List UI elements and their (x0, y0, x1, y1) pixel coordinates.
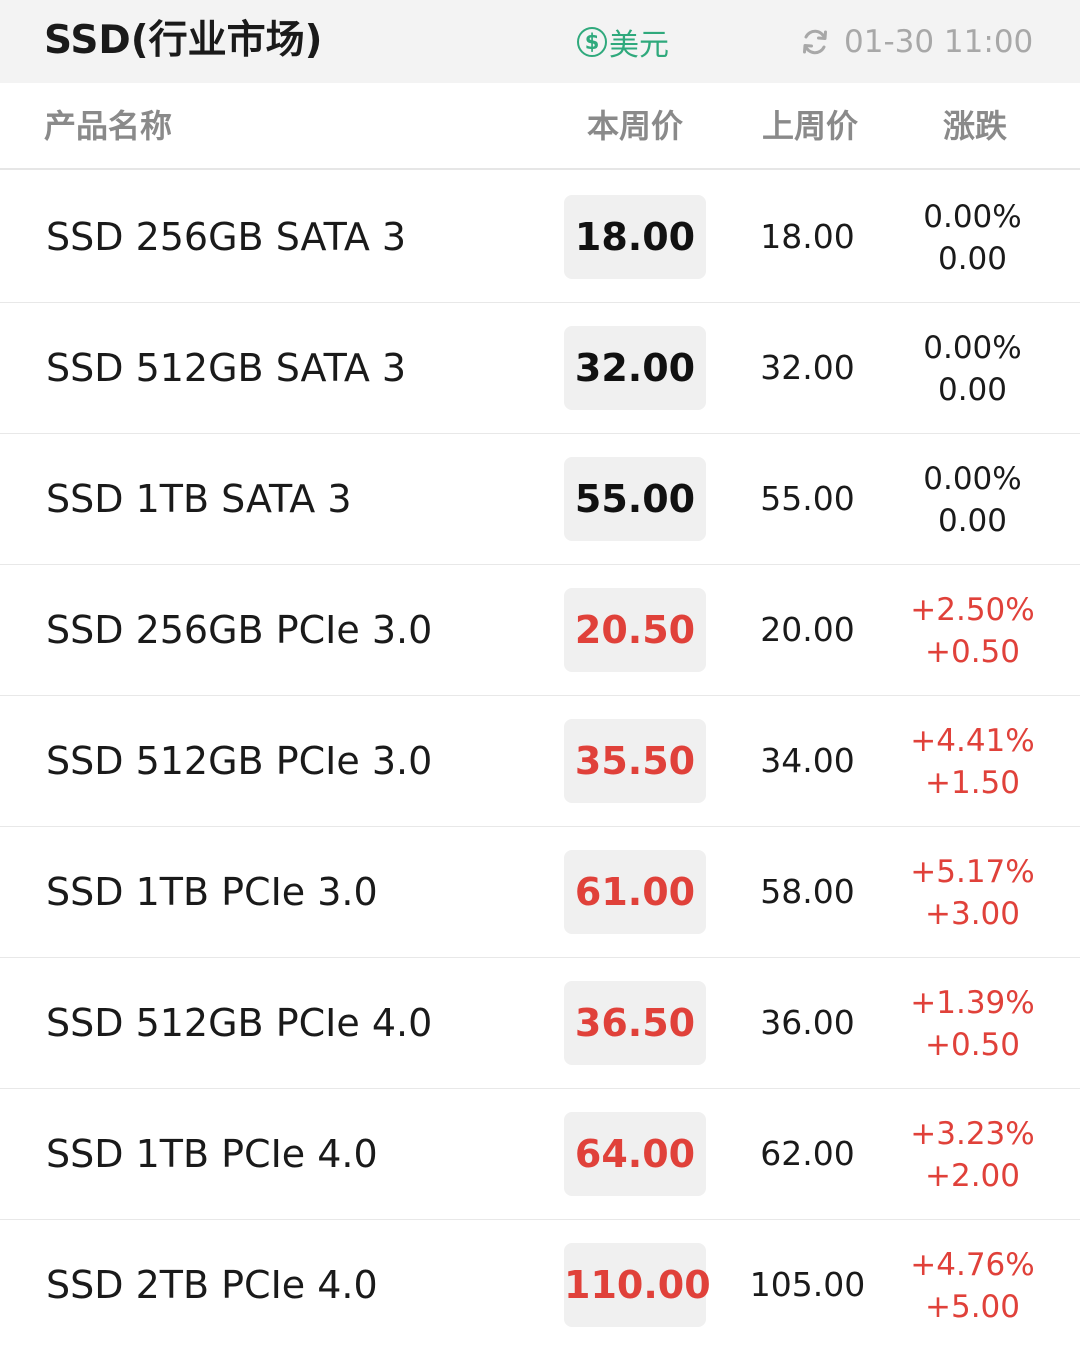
current-price: 20.50 (564, 588, 706, 672)
price-change: +3.23% +2.00 (895, 1113, 1050, 1197)
current-price: 55.00 (564, 457, 706, 541)
table-row[interactable]: SSD 1TB PCIe 3.0 61.00 58.00 +5.17% +3.00 (0, 827, 1080, 958)
change-percent: +4.41% (910, 723, 1035, 759)
currency-label: 美元 (609, 28, 669, 63)
change-percent: 0.00% (923, 330, 1022, 366)
update-info[interactable]: 01-30 11:00 (800, 22, 1033, 62)
previous-price: 32.00 (760, 348, 855, 387)
current-price: 18.00 (564, 195, 706, 279)
refresh-icon[interactable] (800, 27, 830, 57)
table-row[interactable]: SSD 256GB SATA 3 18.00 18.00 0.00% 0.00 (0, 172, 1080, 303)
price-change: +4.41% +1.50 (895, 720, 1050, 804)
change-amount: 0.00 (937, 241, 1008, 277)
previous-price: 20.00 (760, 610, 855, 649)
dollar-icon: $ (577, 27, 607, 57)
header-change[interactable]: 涨跌 (942, 107, 1007, 145)
change-amount: 0.00 (937, 503, 1008, 539)
table-header: 产品名称 本周价 上周价 涨跌 (0, 83, 1080, 170)
product-name: SSD 512GB PCIe 3.0 (46, 739, 433, 783)
table-row[interactable]: SSD 512GB PCIe 3.0 35.50 34.00 +4.41% +1.50 (0, 696, 1080, 827)
current-price: 32.00 (564, 326, 706, 410)
previous-price: 18.00 (760, 217, 855, 256)
product-name: SSD 1TB PCIe 4.0 (46, 1132, 378, 1176)
price-table: SSD 256GB SATA 3 18.00 18.00 0.00% 0.00 SSD 5… (0, 172, 1080, 1351)
previous-price: 62.00 (760, 1134, 855, 1173)
previous-price: 36.00 (760, 1003, 855, 1042)
change-percent: 0.00% (923, 461, 1022, 497)
table-row[interactable]: SSD 512GB SATA 3 32.00 32.00 0.00% 0.00 (0, 303, 1080, 434)
previous-price: 58.00 (760, 872, 855, 911)
change-amount: +1.50 (925, 765, 1020, 801)
table-row[interactable]: SSD 512GB PCIe 4.0 36.50 36.00 +1.39% +0.50 (0, 958, 1080, 1089)
table-row[interactable]: SSD 2TB PCIe 4.0 110.00 105.00 +4.76% +5.00 (0, 1220, 1080, 1351)
price-change: +4.76% +5.00 (895, 1244, 1050, 1328)
change-amount: +5.00 (925, 1289, 1020, 1325)
product-name: SSD 1TB SATA 3 (46, 477, 352, 521)
current-price: 110.00 (564, 1243, 711, 1327)
price-change: +1.39% +0.50 (895, 982, 1050, 1066)
table-row[interactable]: SSD 1TB SATA 3 55.00 55.00 0.00% 0.00 (0, 434, 1080, 565)
previous-price: 55.00 (760, 479, 855, 518)
update-time: 01-30 11:00 (844, 24, 1034, 60)
current-price: 61.00 (564, 850, 706, 934)
product-name: SSD 256GB SATA 3 (46, 215, 407, 259)
current-price: 64.00 (564, 1112, 706, 1196)
currency-toggle[interactable]: $ 美元 (577, 22, 669, 63)
change-amount: +0.50 (925, 1027, 1020, 1063)
price-change: 0.00% 0.00 (895, 196, 1050, 280)
previous-price: 105.00 (749, 1265, 866, 1304)
table-row[interactable]: SSD 256GB PCIe 3.0 20.50 20.00 +2.50% +0.50 (0, 565, 1080, 696)
change-percent: +3.23% (910, 1116, 1035, 1152)
current-price: 35.50 (564, 719, 706, 803)
change-percent: +4.76% (910, 1247, 1035, 1283)
table-row[interactable]: SSD 1TB PCIe 4.0 64.00 62.00 +3.23% +2.00 (0, 1089, 1080, 1220)
header-previous-price[interactable]: 上周价 (761, 107, 858, 145)
change-percent: 0.00% (923, 199, 1022, 235)
page-title: SSD(行业市场) (44, 18, 323, 63)
header-product-name[interactable]: 产品名称 (44, 107, 173, 145)
product-name: SSD 512GB PCIe 4.0 (46, 1001, 433, 1045)
price-change: +5.17% +3.00 (895, 851, 1050, 935)
change-amount: +3.00 (925, 896, 1020, 932)
header-current-price[interactable]: 本周价 (586, 107, 683, 145)
price-change: 0.00% 0.00 (895, 327, 1050, 411)
change-percent: +1.39% (910, 985, 1035, 1021)
top-bar: SSD(行业市场) $ 美元 01-30 11:00 (0, 0, 1080, 83)
previous-price: 34.00 (760, 741, 855, 780)
change-percent: +5.17% (910, 854, 1035, 890)
change-amount: +2.00 (925, 1158, 1020, 1194)
product-name: SSD 256GB PCIe 3.0 (46, 608, 433, 652)
change-amount: 0.00 (937, 372, 1008, 408)
change-percent: +2.50% (910, 592, 1035, 628)
price-change: +2.50% +0.50 (895, 589, 1050, 673)
change-amount: +0.50 (925, 634, 1020, 670)
product-name: SSD 2TB PCIe 4.0 (46, 1263, 378, 1307)
current-price: 36.50 (564, 981, 706, 1065)
product-name: SSD 512GB SATA 3 (46, 346, 407, 390)
product-name: SSD 1TB PCIe 3.0 (46, 870, 378, 914)
price-change: 0.00% 0.00 (895, 458, 1050, 542)
